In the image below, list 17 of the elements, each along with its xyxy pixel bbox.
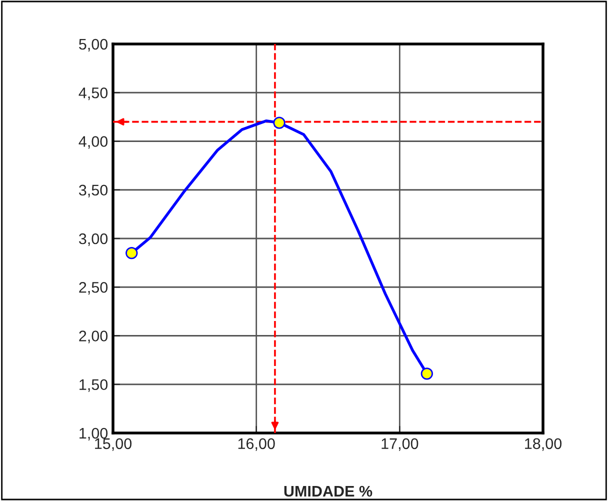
point (273, 116, 286, 129)
x-tick-label: 18,00 (525, 438, 562, 451)
y-tick-label: 4,50 (78, 87, 108, 100)
y-tick-label: 2,00 (79, 330, 108, 344)
y-tick-label: 1,00 (80, 428, 108, 440)
point (420, 368, 433, 380)
x-tick-label: 15,00 (95, 438, 132, 451)
x-axis-title: UMIDADE % (284, 486, 372, 497)
x-tick-label: 16,00 (238, 438, 275, 451)
y-tick-label: 2,50 (79, 282, 108, 295)
y-tick-label: 5,00 (79, 38, 108, 52)
y-tick-label: 1,50 (80, 379, 108, 392)
x-tick-label: 17,00 (382, 438, 418, 451)
y-tick-label: 4,00 (78, 136, 108, 149)
y-tick-label: 3,00 (78, 233, 108, 246)
point (126, 247, 138, 260)
y-tick-label: 3,50 (78, 184, 108, 198)
